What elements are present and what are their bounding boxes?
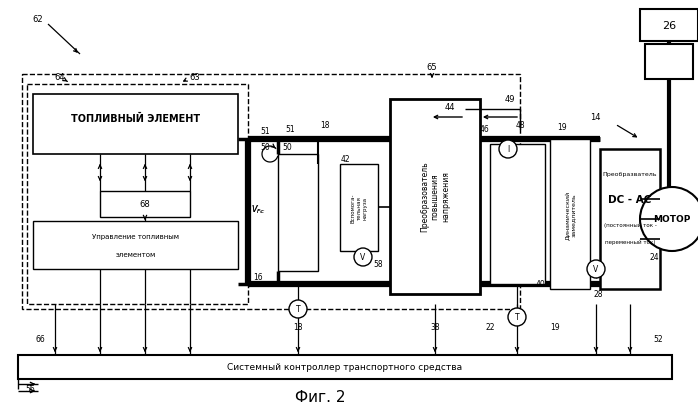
Text: 16: 16: [253, 273, 263, 282]
Text: Преобразватель: Преобразватель: [603, 172, 658, 177]
Text: элементом: элементом: [116, 252, 156, 257]
Text: 51: 51: [285, 125, 295, 134]
Text: 66: 66: [35, 335, 45, 344]
Text: Управление топливным: Управление топливным: [93, 233, 179, 239]
Text: Системный контроллер транспортного средства: Системный контроллер транспортного средс…: [228, 362, 463, 371]
Circle shape: [499, 141, 517, 159]
Text: T: T: [514, 313, 519, 322]
Text: 26: 26: [662, 21, 676, 31]
Bar: [550, 140, 590, 289]
Bar: [33, 222, 238, 269]
Text: 19: 19: [557, 123, 567, 132]
Text: 38: 38: [430, 323, 440, 332]
Text: 62: 62: [33, 15, 43, 24]
Text: 65: 65: [426, 62, 438, 71]
Text: ТОПЛИВНЫЙ ЭЛЕМЕНТ: ТОПЛИВНЫЙ ЭЛЕМЕНТ: [71, 114, 200, 124]
Text: 19: 19: [550, 323, 560, 332]
Text: 63: 63: [190, 73, 200, 82]
Text: 48: 48: [515, 120, 525, 129]
Circle shape: [354, 248, 372, 266]
Circle shape: [508, 308, 526, 326]
Text: (постоянный ток -: (постоянный ток -: [604, 222, 656, 227]
Text: 42: 42: [340, 155, 350, 164]
Text: 52: 52: [653, 335, 663, 344]
Bar: [390, 100, 480, 294]
Text: 28: 28: [593, 290, 603, 299]
Bar: [278, 155, 318, 271]
Text: 18: 18: [320, 121, 329, 130]
Text: 50: 50: [282, 143, 292, 152]
Text: $V_{Fc}$: $V_{Fc}$: [251, 203, 265, 216]
Text: V: V: [360, 253, 366, 262]
Text: V: V: [593, 265, 599, 274]
Text: 58: 58: [373, 260, 383, 269]
Text: 44: 44: [445, 103, 455, 112]
Text: 22: 22: [485, 323, 495, 332]
Text: 51: 51: [260, 127, 270, 136]
Text: 50: 50: [260, 143, 270, 152]
Text: DC - AC: DC - AC: [609, 194, 652, 205]
Text: T: T: [296, 305, 300, 314]
Text: 18: 18: [293, 323, 303, 332]
Circle shape: [587, 260, 605, 278]
Text: Динамический
замедлитель: Динамический замедлитель: [565, 190, 575, 239]
Bar: [600, 149, 660, 289]
Text: 46: 46: [480, 125, 490, 134]
Text: 56: 56: [25, 385, 35, 394]
Circle shape: [289, 300, 307, 318]
Text: 49: 49: [505, 95, 515, 104]
Text: МОТОР: МОТОР: [653, 215, 691, 224]
Text: 40: 40: [535, 280, 545, 289]
Text: Преобразователь
повышения
напряжения: Преобразователь повышения напряжения: [420, 161, 450, 232]
Bar: [100, 192, 190, 217]
Bar: [640, 10, 698, 42]
Bar: [18, 355, 672, 379]
Text: Вспомога-
тельная
нагруза: Вспомога- тельная нагруза: [350, 193, 367, 222]
Text: I: I: [507, 145, 509, 154]
Bar: [490, 145, 545, 284]
Bar: [33, 95, 238, 155]
Text: переменный ток): переменный ток): [604, 239, 655, 244]
Text: 64: 64: [54, 73, 66, 82]
Bar: [22, 75, 520, 309]
Bar: [645, 45, 693, 80]
Bar: [27, 85, 248, 304]
Text: $V_{Fc}$: $V_{Fc}$: [251, 203, 265, 216]
Text: 68: 68: [140, 200, 150, 209]
Text: 14: 14: [590, 113, 600, 122]
Circle shape: [640, 188, 698, 252]
Text: 24: 24: [649, 253, 659, 262]
Bar: [340, 164, 378, 252]
Text: Фиг. 2: Фиг. 2: [295, 390, 346, 405]
